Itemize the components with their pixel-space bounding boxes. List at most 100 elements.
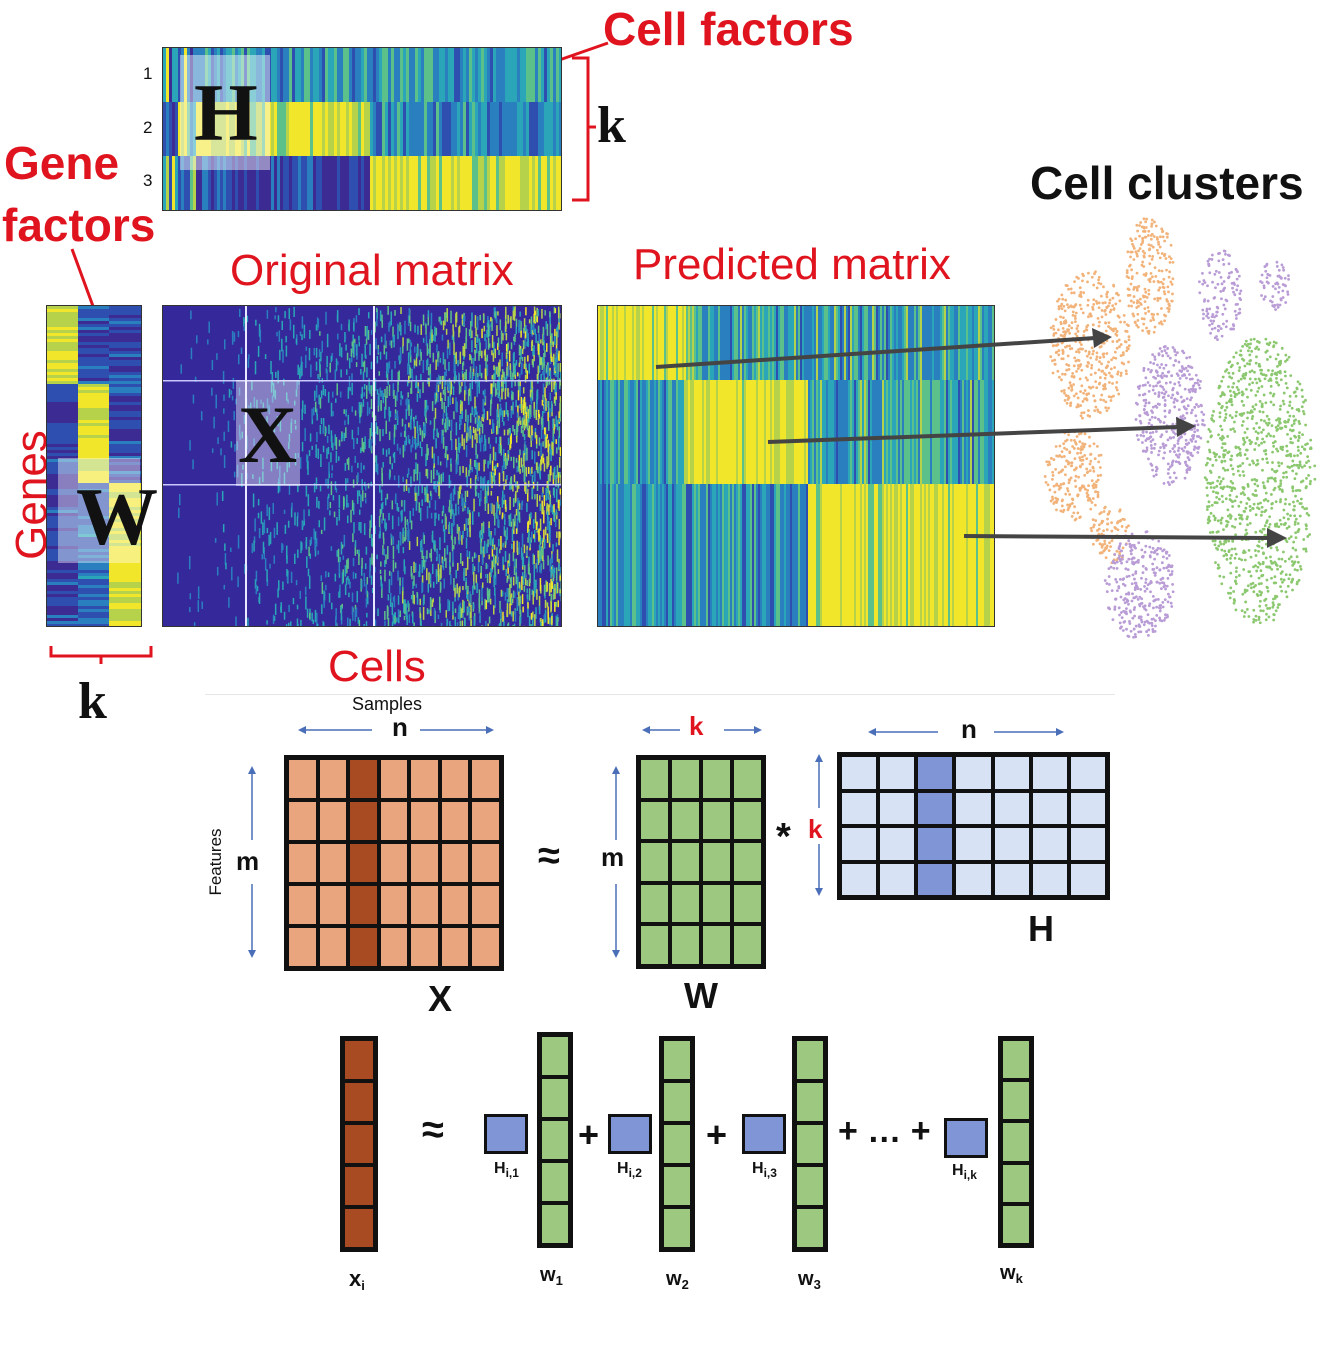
heat-stripe: [491, 419, 494, 433]
heat-stripe: [540, 546, 543, 559]
heat-stripe: [344, 420, 346, 426]
heat-stripe: [452, 516, 455, 527]
cluster-point: [1115, 329, 1119, 333]
cluster-point: [1227, 262, 1231, 266]
heat-stripe: [944, 380, 946, 484]
heat-stripe: [557, 499, 560, 509]
heat-stripe: [337, 456, 340, 461]
heat-stripe: [390, 533, 392, 539]
heat-stripe: [612, 380, 614, 484]
heat-stripe: [481, 587, 483, 601]
heat-stripe: [340, 102, 343, 156]
heat-stripe: [544, 48, 547, 102]
heat-stripe: [912, 484, 914, 626]
heat-stripe: [506, 588, 508, 598]
heat-stripe: [553, 378, 555, 390]
cluster-point: [1114, 302, 1118, 306]
heat-stripe: [223, 156, 226, 210]
heat-stripe: [256, 585, 259, 592]
cluster-point: [1064, 345, 1067, 349]
heat-stripe: [544, 613, 546, 619]
heat-stripe: [304, 48, 307, 102]
heat-stripe: [454, 156, 457, 210]
heat-stripe: [78, 315, 110, 318]
cluster-point: [1134, 250, 1138, 254]
heat-stripe: [392, 383, 395, 397]
cluster-point: [1070, 461, 1074, 465]
heat-stripe: [47, 582, 79, 585]
heat-stripe: [558, 414, 561, 423]
heat-stripe: [484, 573, 487, 578]
cluster-point: [1159, 280, 1163, 284]
heat-stripe: [475, 491, 478, 497]
heat-stripe: [478, 462, 480, 471]
heat-stripe: [478, 48, 481, 102]
heat-stripe: [514, 102, 517, 156]
heat-stripe: [109, 312, 141, 315]
heat-stripe: [406, 156, 409, 210]
heat-stripe: [526, 580, 529, 586]
cluster-point: [1232, 281, 1236, 285]
heat-stripe: [630, 380, 632, 484]
heat-stripe: [47, 453, 79, 456]
heat-stripe: [756, 306, 758, 380]
heat-stripe: [494, 528, 496, 536]
heat-stripe: [172, 156, 175, 210]
heat-stripe: [450, 463, 452, 472]
heat-stripe: [544, 156, 547, 210]
heat-stripe: [868, 484, 870, 626]
heat-stripe: [314, 390, 316, 401]
heat-stripe: [884, 380, 886, 484]
heat-stripe: [344, 333, 347, 340]
heat-stripe: [984, 306, 986, 380]
heat-stripe: [375, 455, 378, 466]
heat-stripe: [549, 469, 551, 482]
heat-stripe: [541, 410, 544, 417]
heat-stripe: [552, 472, 555, 486]
heat-stripe: [495, 436, 497, 444]
heat-stripe: [257, 512, 260, 519]
heat-stripe: [387, 380, 389, 385]
heat-stripe: [454, 48, 457, 102]
heat-stripe: [460, 608, 463, 618]
heat-stripe: [522, 576, 525, 586]
heat-stripe: [109, 555, 141, 558]
cluster-point: [1074, 474, 1078, 478]
heat-stripe: [550, 156, 553, 210]
heat-stripe: [376, 156, 379, 210]
cluster-point: [1221, 312, 1225, 316]
heat-stripe: [644, 306, 646, 380]
heat-stripe: [437, 362, 439, 367]
cluster-point: [1141, 241, 1144, 245]
heat-stripe: [419, 612, 421, 619]
cluster-point: [1055, 501, 1058, 504]
heat-stripe: [455, 438, 457, 450]
heat-stripe: [202, 48, 205, 102]
heat-stripe: [528, 567, 531, 576]
heat-stripe: [109, 510, 141, 513]
heat-stripe: [556, 549, 559, 562]
cluster-point: [1127, 276, 1131, 280]
heat-stripe: [78, 594, 110, 597]
heat-stripe: [708, 306, 710, 380]
heat-stripe: [704, 380, 706, 484]
cluster-point: [1220, 282, 1224, 286]
heat-stripe: [972, 380, 974, 484]
cluster-point: [1087, 496, 1091, 500]
heat-stripe: [364, 326, 367, 337]
heat-stripe: [872, 484, 874, 626]
heat-stripe: [510, 611, 513, 617]
heat-stripe: [896, 306, 898, 380]
heat-stripe: [524, 374, 527, 383]
heat-stripe: [517, 460, 520, 472]
heat-stripe: [958, 484, 960, 626]
heat-stripe: [557, 353, 559, 361]
heat-stripe: [517, 390, 520, 401]
heat-stripe: [295, 579, 298, 586]
heat-stripe: [948, 306, 950, 380]
heat-stripe: [261, 554, 263, 560]
heat-stripe: [724, 484, 726, 626]
heat-stripe: [658, 306, 660, 380]
heat-stripe: [436, 469, 438, 476]
heat-stripe: [109, 486, 141, 489]
